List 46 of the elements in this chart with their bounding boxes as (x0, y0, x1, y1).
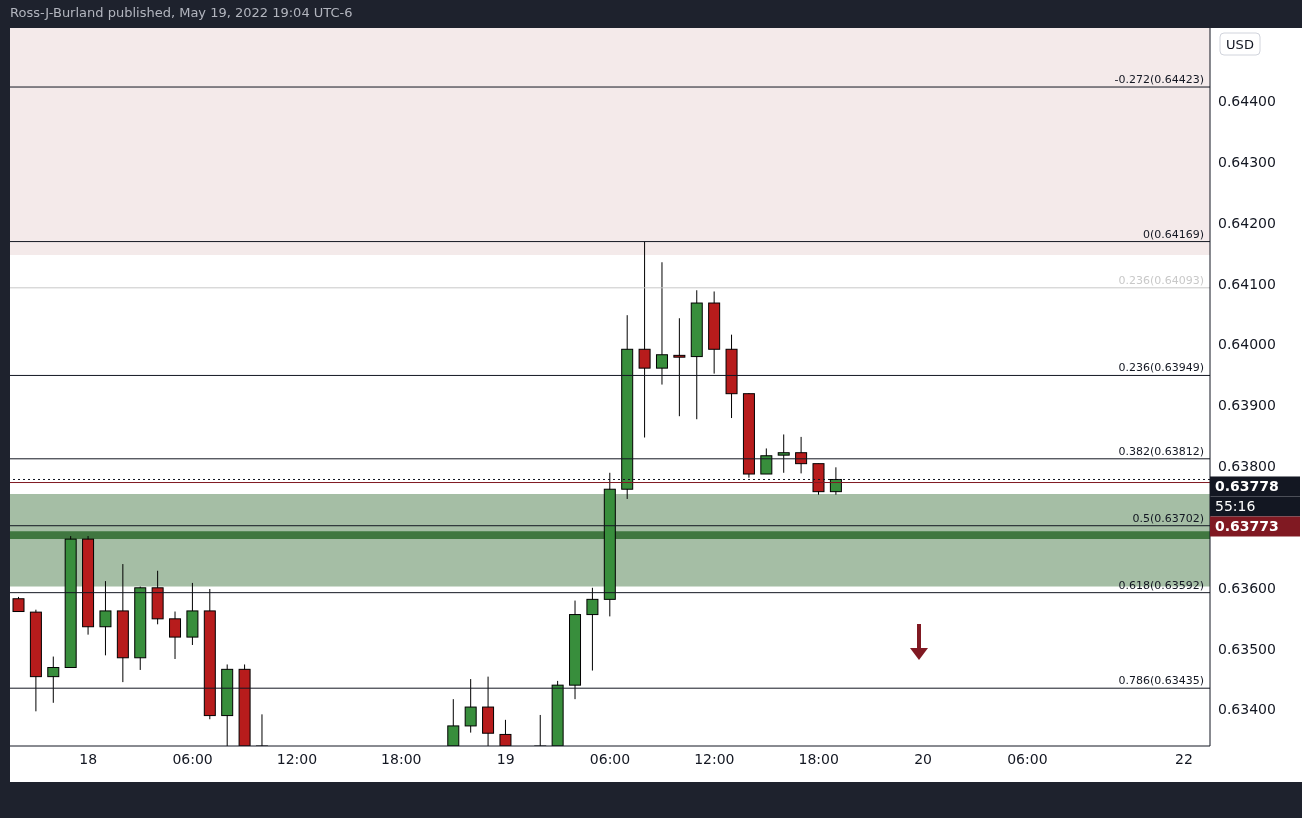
y-tick-label: 0.63600 (1218, 579, 1276, 596)
ref-line-label: 0.5(0.63702) (1132, 511, 1204, 525)
candlestick (99, 580, 112, 656)
candlestick (586, 587, 599, 672)
y-tick-label: 0.64200 (1218, 214, 1276, 231)
candlestick (638, 241, 651, 438)
x-tick-label: 18 (79, 750, 98, 767)
x-tick-label: 19 (496, 750, 515, 767)
y-tick-label: 0.63400 (1218, 701, 1276, 718)
candlestick (673, 317, 686, 417)
candlestick (47, 656, 60, 704)
x-tick-label: 22 (1175, 750, 1193, 767)
candlestick (464, 678, 477, 734)
y-tick-label: 0.63500 (1218, 640, 1276, 657)
text: 0.63773 (1215, 518, 1279, 535)
ref-line-label: 0.382(0.63812) (1118, 444, 1204, 458)
candlestick (777, 433, 790, 474)
x-tick-label: 18:00 (798, 750, 839, 767)
text: 0.63778 (1215, 478, 1279, 495)
candlestick (760, 447, 773, 475)
y-tick-label: 0.64400 (1218, 92, 1276, 109)
chart-title: Ross-J-Burland published, May 19, 2022 19:04 UTC-6 (10, 5, 353, 20)
x-tick-label: 12:00 (694, 750, 735, 767)
x-tick-label: 06:00 (1007, 750, 1048, 767)
y-tick-label: 0.64000 (1218, 336, 1276, 353)
candlestick (447, 698, 460, 746)
candlestick (655, 261, 668, 386)
y-tick-label: 0.63900 (1218, 397, 1276, 414)
text: USD (1226, 37, 1254, 52)
x-tick-label: 06:00 (172, 750, 213, 767)
x-tick-label: 06:00 (589, 750, 631, 767)
y-tick-label: 0.64300 (1218, 153, 1276, 170)
candlestick (169, 611, 182, 660)
text: 55:16 (1215, 498, 1256, 515)
y-tick-label: 0.63800 (1218, 458, 1276, 475)
y-tick-label: 0.64100 (1218, 275, 1276, 292)
ref-line-label: 0.618(0.63592) (1118, 578, 1204, 592)
x-tick-label: 20 (914, 750, 932, 767)
x-tick-label: 18:00 (381, 750, 422, 767)
candlestick (795, 436, 808, 474)
candlestick (499, 719, 512, 746)
x-tick-label: 12:00 (276, 750, 318, 767)
ref-line-label: 0.786(0.63435) (1118, 674, 1204, 688)
ref-line-label: 0.236(0.63949) (1118, 361, 1204, 375)
ref-line-label: 0(0.64169) (1142, 227, 1204, 241)
ref-line-label: -0.272(0.64423) (1114, 73, 1204, 87)
